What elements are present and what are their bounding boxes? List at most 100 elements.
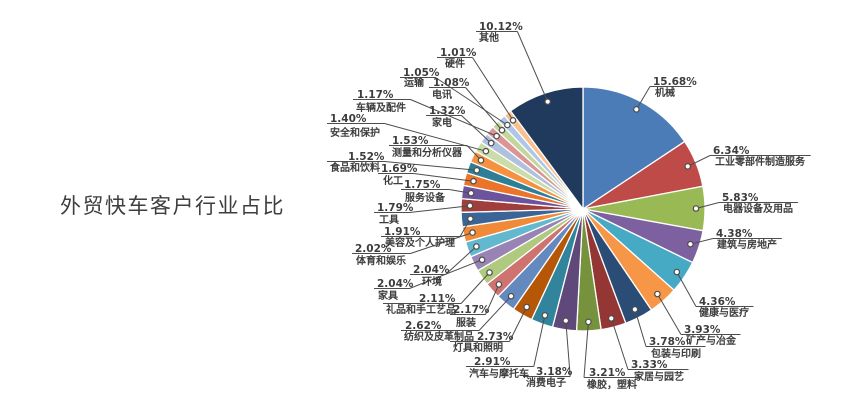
slice-name-label: 纺织及皮革制品 (404, 330, 474, 343)
slice-name-label: 家具 (378, 289, 398, 302)
slice-percent-label: 10.12% (479, 21, 523, 33)
slice-percent-label: 2.02% (355, 243, 392, 255)
slice-name-label: 机械 (655, 86, 675, 99)
leader-dot (473, 243, 480, 250)
leader-dot (495, 281, 503, 288)
slice-name-label: 礼品和手工艺品 (386, 303, 456, 316)
leader-line (410, 232, 473, 254)
leader-dot (498, 126, 506, 134)
slice-name-label: 服装 (456, 316, 476, 329)
slice-percent-label: 1.91% (384, 226, 421, 238)
slice-percent-label: 3.18% (536, 366, 573, 378)
slice-percent-label: 3.78% (649, 336, 686, 348)
leader-dot (562, 317, 570, 325)
leader-line (656, 293, 682, 335)
slice-percent-label: 3.93% (684, 324, 721, 336)
leader-line (485, 284, 500, 315)
slice-percent-label: 2.17% (453, 304, 490, 316)
leader-line (459, 218, 471, 237)
slice-name-label: 其他 (479, 31, 499, 44)
slice-name-label: 汽车与摩托车 (469, 367, 529, 380)
slice-name-label: 健康与医疗 (699, 306, 749, 319)
slice-percent-label: 1.52% (348, 151, 385, 163)
leader-line (449, 189, 472, 194)
slice-percent-label: 6.34% (713, 145, 750, 157)
leader-dot (585, 318, 592, 326)
leader-line (472, 57, 514, 121)
leader-dot (654, 290, 661, 298)
leader-line (676, 271, 697, 307)
leader-dot (469, 229, 476, 236)
slice-percent-label: 2.04% (413, 264, 450, 276)
slice-percent-label: 1.53% (392, 135, 429, 147)
chart-title: 外贸快车客户行业占比 (60, 194, 285, 218)
leader-line (687, 155, 711, 167)
slice-name-label: 家电 (432, 116, 452, 129)
leader-dot (523, 303, 531, 311)
leader-dot (507, 292, 515, 300)
slice-name-label: 包装与印刷 (651, 347, 701, 360)
leader-dot (607, 315, 615, 322)
leader-line (435, 77, 508, 126)
leader-line (461, 115, 492, 144)
slice-name-label: 安全和保护 (330, 126, 380, 139)
pie-slice-30 (509, 86, 584, 210)
slice-percent-label: 4.36% (699, 296, 736, 308)
leader-line (410, 99, 497, 137)
slice-name-label: 工具 (379, 214, 399, 226)
leader-dot (544, 98, 552, 106)
slice-percent-label: 1.17% (357, 89, 394, 101)
leader-line (516, 31, 549, 102)
leader-dot (466, 202, 474, 210)
slice-percent-label: 1.75% (404, 179, 441, 191)
leader-dot (470, 177, 477, 185)
leader-dot (692, 205, 700, 212)
slice-percent-label: 15.68% (653, 76, 697, 88)
leader-line (466, 145, 482, 161)
leader-dot (509, 117, 517, 124)
slice-percent-label: 1.69% (381, 163, 418, 175)
leader-dot (482, 147, 490, 155)
slice-percent-label: 1.32% (429, 105, 466, 117)
leader-dot (487, 139, 495, 147)
leader-line (413, 173, 474, 182)
slice-percent-label: 1.79% (377, 202, 414, 214)
slice-name-label: 建筑与房地产 (716, 238, 777, 251)
slice-percent-label: 2.91% (474, 356, 511, 368)
leader-line (445, 246, 477, 275)
leader-line (460, 272, 490, 304)
leader-line (384, 161, 477, 171)
leader-dot (504, 121, 511, 129)
slice-name-label: 化工 (383, 174, 403, 187)
slice-name-label: 食品和饮料 (329, 161, 380, 174)
slice-name-label: 工业零部件制造服务 (715, 155, 806, 168)
slice-name-label: 电讯 (432, 88, 452, 101)
leader-dot (467, 189, 475, 197)
slice-name-label: 服务设备 (405, 191, 446, 204)
slice-percent-label: 2.11% (419, 293, 456, 305)
slice-name-label: 电器设备及用品 (723, 202, 793, 215)
leader-dot (486, 269, 493, 276)
slice-name-label: 测量和分析仪器 (392, 146, 463, 159)
leader-dot (541, 312, 549, 319)
slice-name-label: 橡胶，塑料 (587, 378, 637, 391)
leader-dot (687, 240, 694, 248)
leader-dot (478, 256, 486, 264)
leader-line (695, 202, 720, 209)
leader-line (384, 123, 487, 152)
slice-name-label: 硬件 (445, 57, 465, 70)
slice-percent-label: 2.73% (477, 331, 514, 343)
leader-line (565, 320, 571, 377)
slice-name-label: 矿产与冶金 (686, 334, 737, 347)
slice-name-label: 消费电子 (526, 376, 566, 389)
leader-dot (493, 132, 500, 140)
slice-name-label: 灯具和照明 (453, 341, 503, 354)
leader-line (478, 295, 512, 331)
leader-line (635, 86, 651, 110)
leader-dot (673, 268, 681, 276)
slice-percent-label: 2.04% (377, 278, 414, 290)
leader-dot (631, 306, 639, 313)
leader-dot (684, 163, 692, 170)
slice-percent-label: 1.08% (433, 77, 470, 89)
